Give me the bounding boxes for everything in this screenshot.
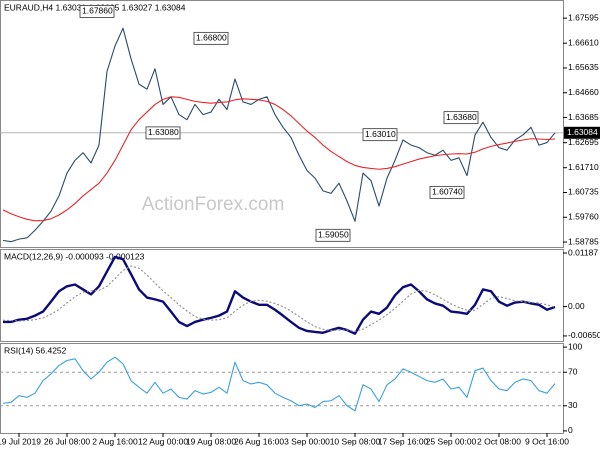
y-tick-label: 1.62695: [568, 137, 599, 147]
annotation-label: 1.67860: [82, 6, 113, 16]
x-tick-label: 12 Aug 00:00: [138, 436, 188, 446]
annotation-box: [362, 128, 398, 142]
rsi-panel: [0, 343, 564, 434]
x-tick-label: 10 Sep 08:00: [330, 436, 381, 446]
x-tick-label: 2 Oct 08:00: [477, 436, 521, 446]
y-tick-label: 1.59760: [568, 212, 599, 222]
y-tick-label: 1.63685: [568, 112, 599, 122]
annotation-box: [145, 126, 181, 140]
annotation-label: 1.59050: [318, 230, 349, 240]
annotation-label: 1.63680: [446, 112, 477, 122]
last-price-label: 1.63084: [567, 127, 598, 137]
y-tick-label: 1.66610: [568, 37, 599, 47]
y-tick-label: 100: [568, 341, 582, 351]
y-tick-label: 1.64660: [568, 87, 599, 97]
series-line: [2, 27, 556, 243]
y-tick-label: -0.006502: [568, 330, 600, 340]
series-line: [2, 96, 556, 222]
x-tick-label: 2 Aug 16:00: [92, 436, 138, 446]
last-price-box: [564, 126, 600, 139]
y-tick-label: 70: [568, 366, 578, 376]
annotation-box: [315, 228, 351, 242]
x-tick-label: 26 Jul 08:00: [44, 436, 91, 446]
y-tick-label: 1.67595: [568, 12, 599, 22]
y-tick-label: 0.00: [568, 301, 585, 311]
price-panel: [0, 0, 564, 248]
series-line: [2, 265, 556, 332]
x-tick-label: 25 Sep 00:00: [426, 436, 477, 446]
x-tick-label: 3 Sep 00:00: [284, 436, 330, 446]
y-tick-label: 30: [568, 400, 578, 410]
annotation-label: 1.63010: [365, 129, 396, 139]
series-line: [2, 356, 556, 412]
y-tick-label: 1.65635: [568, 62, 599, 72]
macd-panel: [0, 249, 564, 342]
y-tick-label: 1.61710: [568, 162, 599, 172]
annotation-box: [193, 31, 229, 45]
x-tick-label: 17 Sep 16:00: [378, 436, 429, 446]
x-tick-label: 9 Oct 16:00: [525, 436, 569, 446]
rsi-title: RSI(14) 56.4252: [4, 345, 67, 355]
series-line: [3, 255, 556, 335]
y-tick-label: 1.60735: [568, 187, 599, 197]
annotation-label: 1.60740: [432, 187, 463, 197]
y-tick-label: 0.01187: [568, 247, 598, 257]
y-tick-label: 1.58785: [568, 236, 599, 246]
annotation-label: 1.63080: [148, 127, 179, 137]
annotation-label: 1.66800: [196, 33, 227, 43]
x-tick-label: 26 Aug 16:00: [234, 436, 284, 446]
annotation-box: [79, 5, 115, 18]
annotation-box: [429, 185, 465, 199]
watermark: ActionForex.com: [142, 194, 285, 215]
x-tick-label: 19 Jul 2019: [0, 436, 41, 446]
y-tick-label: 0: [568, 425, 573, 435]
macd-title: MACD(12,26,9) -0.000093 -0.000123: [4, 251, 145, 261]
x-tick-label: 19 Aug 08:00: [186, 436, 236, 446]
annotation-box: [443, 111, 479, 125]
